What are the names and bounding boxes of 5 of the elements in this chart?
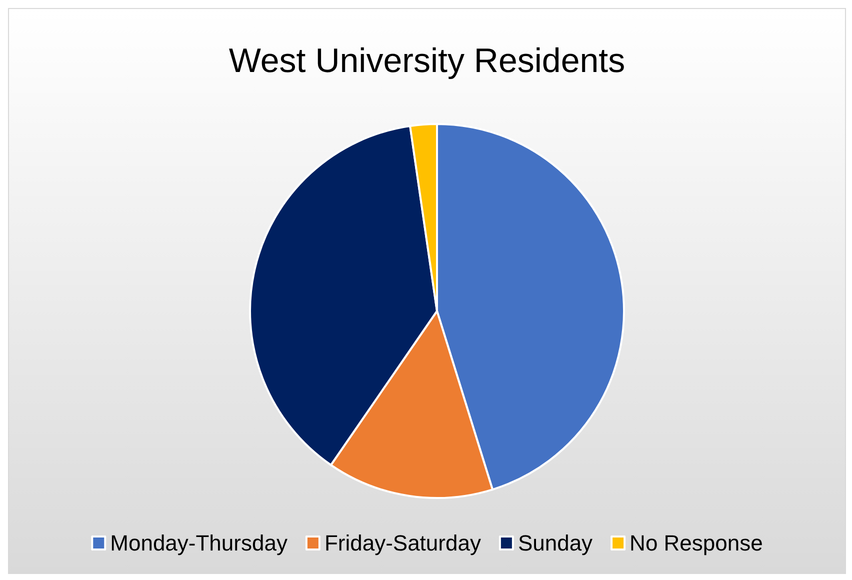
legend-label: Sunday (518, 530, 593, 556)
legend-label: Friday-Saturday (324, 530, 481, 556)
chart-title: West University Residents (228, 42, 626, 80)
legend-label: No Response (630, 530, 763, 556)
legend-label: Monday-Thursday (110, 530, 288, 556)
